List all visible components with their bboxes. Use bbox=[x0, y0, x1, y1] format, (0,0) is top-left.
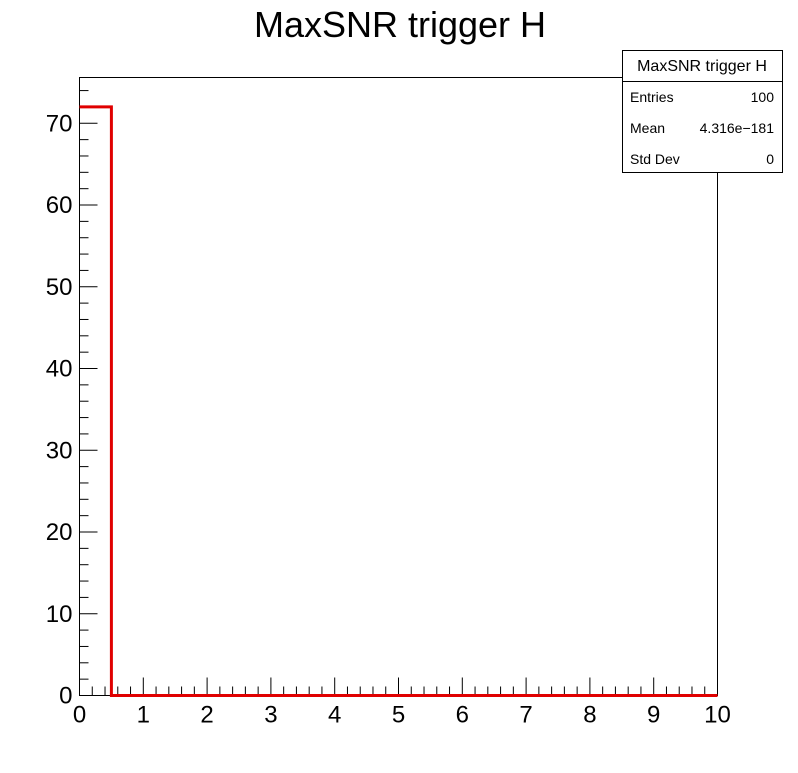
histogram-series-line bbox=[79, 105, 718, 697]
y-tick-label: 0 bbox=[59, 683, 72, 710]
stats-box-title: MaxSNR trigger H bbox=[637, 58, 767, 75]
y-tick-label: 70 bbox=[46, 110, 73, 137]
x-tick-label: 2 bbox=[200, 702, 213, 729]
x-tick-label: 1 bbox=[137, 702, 150, 729]
y-tick-label: 60 bbox=[46, 192, 73, 219]
y-axis: 0 10 20 30 40 50 60 70 bbox=[46, 90, 98, 710]
stats-stddev-value: 0 bbox=[766, 151, 774, 167]
stats-entries-label: Entries bbox=[630, 89, 674, 105]
x-tick-label: 7 bbox=[519, 702, 532, 729]
x-tick-label: 5 bbox=[392, 702, 405, 729]
y-tick-label: 20 bbox=[46, 519, 73, 546]
stats-entries-value: 100 bbox=[751, 89, 775, 105]
stats-mean-label: Mean bbox=[630, 120, 665, 136]
x-axis: 0 1 2 3 4 5 6 7 8 9 10 bbox=[73, 677, 731, 729]
x-tick-label: 0 bbox=[73, 702, 86, 729]
stats-box-frame bbox=[622, 50, 783, 173]
stats-box: MaxSNR trigger H Entries 100 Mean 4.316e… bbox=[622, 50, 783, 173]
stats-stddev-label: Std Dev bbox=[630, 151, 680, 167]
stats-mean-value: 4.316e−181 bbox=[700, 120, 775, 136]
x-tick-label: 8 bbox=[583, 702, 596, 729]
x-tick-label: 10 bbox=[704, 702, 731, 729]
x-tick-label: 9 bbox=[647, 702, 660, 729]
y-tick-label: 10 bbox=[46, 601, 73, 628]
x-tick-label: 3 bbox=[264, 702, 277, 729]
y-tick-label: 50 bbox=[46, 274, 73, 301]
y-tick-label: 40 bbox=[46, 356, 73, 383]
x-tick-label: 4 bbox=[328, 702, 341, 729]
chart-title: MaxSNR trigger H bbox=[254, 4, 546, 45]
plot-frame bbox=[79, 77, 718, 696]
x-tick-label: 6 bbox=[456, 702, 469, 729]
y-tick-label: 30 bbox=[46, 437, 73, 464]
